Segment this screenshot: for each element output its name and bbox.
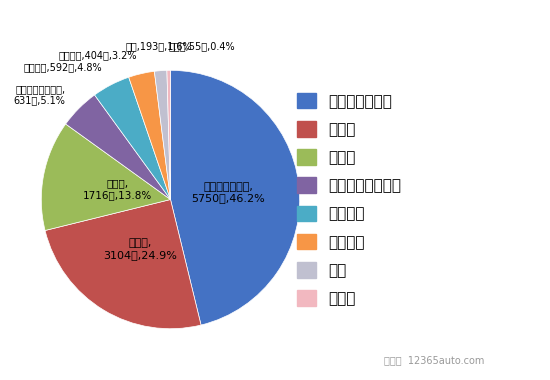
Wedge shape bbox=[65, 95, 170, 200]
Wedge shape bbox=[95, 77, 170, 200]
Text: 前后桥及悬挂系统,
631个,5.1%: 前后桥及悬挂系统, 631个,5.1% bbox=[13, 84, 65, 105]
Text: 轮胎,193个,1.6%: 轮胎,193个,1.6% bbox=[126, 41, 192, 51]
Wedge shape bbox=[41, 124, 170, 231]
Wedge shape bbox=[167, 70, 170, 200]
Text: 发动机,
3104个,24.9%: 发动机, 3104个,24.9% bbox=[103, 238, 177, 260]
Legend: 车身附件及电器, 发动机, 变速箱, 前后桥及悬挂系统, 转向系统, 制动系统, 轮胎, 离合器: 车身附件及电器, 发动机, 变速箱, 前后桥及悬挂系统, 转向系统, 制动系统,… bbox=[291, 87, 407, 312]
Text: 车身附件及电器,
5750个,46.2%: 车身附件及电器, 5750个,46.2% bbox=[191, 182, 265, 203]
Text: 变速箱,
1716个,13.8%: 变速箱, 1716个,13.8% bbox=[82, 178, 152, 200]
Wedge shape bbox=[45, 200, 201, 329]
Text: 制动系统,404个,3.2%: 制动系统,404个,3.2% bbox=[58, 50, 137, 60]
Wedge shape bbox=[155, 70, 170, 200]
Text: 离合器,55个,0.4%: 离合器,55个,0.4% bbox=[168, 41, 235, 51]
Wedge shape bbox=[129, 71, 170, 200]
Text: 车质网  12365auto.com: 车质网 12365auto.com bbox=[384, 355, 484, 365]
Text: 转向系统,592个,4.8%: 转向系统,592个,4.8% bbox=[24, 63, 102, 73]
Wedge shape bbox=[170, 70, 300, 325]
